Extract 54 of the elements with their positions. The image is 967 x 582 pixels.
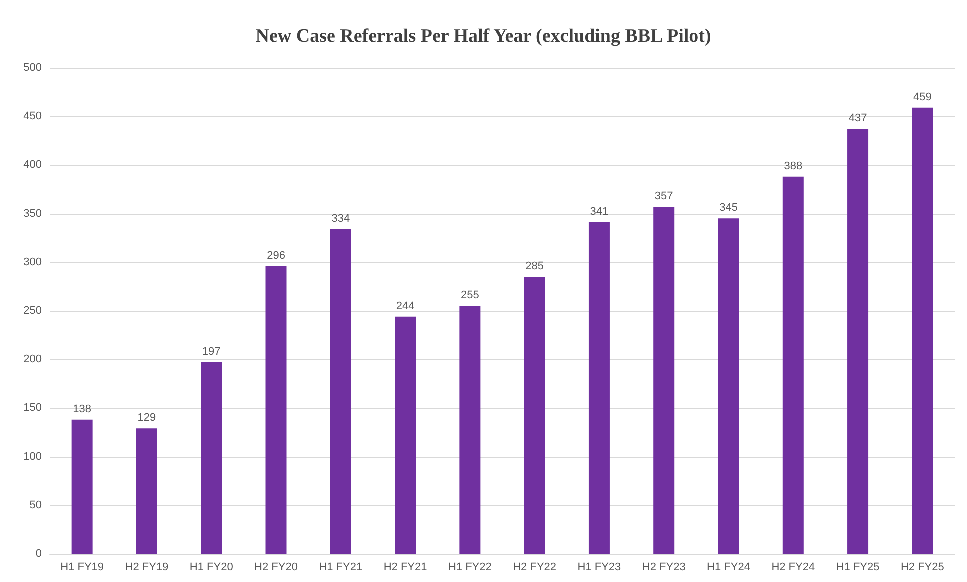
y-tick-label: 50 <box>30 499 42 512</box>
data-label: 345 <box>720 202 738 214</box>
data-label: 296 <box>267 250 286 262</box>
bar <box>201 362 222 554</box>
x-tick-label: H1 FY20 <box>190 562 234 574</box>
bar <box>654 206 675 554</box>
chart-title: New Case Referrals Per Half Year (excluding BBL Pilot) <box>256 26 712 47</box>
x-tick-label: H1 FY21 <box>319 562 363 574</box>
x-tick-label: H1 FY22 <box>448 562 492 574</box>
bar <box>136 428 158 554</box>
bar <box>266 266 287 554</box>
bar <box>395 316 416 554</box>
x-tick-label: H2 FY23 <box>642 562 686 574</box>
x-tick-label: H2 FY20 <box>254 562 298 574</box>
data-label: 459 <box>914 91 932 104</box>
bar <box>912 108 934 554</box>
data-label: 285 <box>526 260 544 272</box>
x-tick-label: H1 FY24 <box>707 562 750 574</box>
bar <box>524 276 546 554</box>
x-tick-label: H1 FY19 <box>60 562 104 574</box>
bar <box>72 420 93 554</box>
data-label: 129 <box>138 412 156 424</box>
data-label: 357 <box>654 190 674 202</box>
data-label: 255 <box>461 290 480 302</box>
bar <box>460 306 481 554</box>
y-tick-label: 400 <box>24 159 42 172</box>
x-tick-label: H2 FY25 <box>900 562 944 574</box>
data-label: 341 <box>590 206 609 218</box>
x-tick-label: H2 FY24 <box>772 562 816 574</box>
y-tick-label: 100 <box>24 450 42 463</box>
data-label: 244 <box>396 300 415 312</box>
y-tick-label: 0 <box>36 548 42 560</box>
data-label: 437 <box>848 112 868 125</box>
y-tick-label: 200 <box>24 354 42 366</box>
bar <box>588 222 610 554</box>
bar <box>330 229 352 554</box>
data-label: 334 <box>332 212 350 225</box>
y-tick-label: 250 <box>24 305 42 317</box>
y-tick-label: 500 <box>24 62 42 74</box>
x-tick-label: H1 FY23 <box>578 562 622 574</box>
bar <box>718 218 740 554</box>
x-tick-label: H2 FY19 <box>125 562 169 574</box>
data-label: 138 <box>73 403 92 416</box>
bar <box>848 129 869 554</box>
x-tick-label: H2 FY21 <box>384 562 428 574</box>
y-tick-label: 300 <box>24 256 42 268</box>
bar <box>782 176 804 554</box>
y-tick-label: 150 <box>24 402 42 414</box>
data-label: 388 <box>784 160 803 172</box>
y-tick-label: 450 <box>24 110 42 123</box>
y-tick-label: 350 <box>24 208 42 220</box>
x-tick-label: H2 FY22 <box>513 562 557 574</box>
x-tick-label: H1 FY25 <box>836 562 880 574</box>
data-label: 197 <box>202 346 221 358</box>
